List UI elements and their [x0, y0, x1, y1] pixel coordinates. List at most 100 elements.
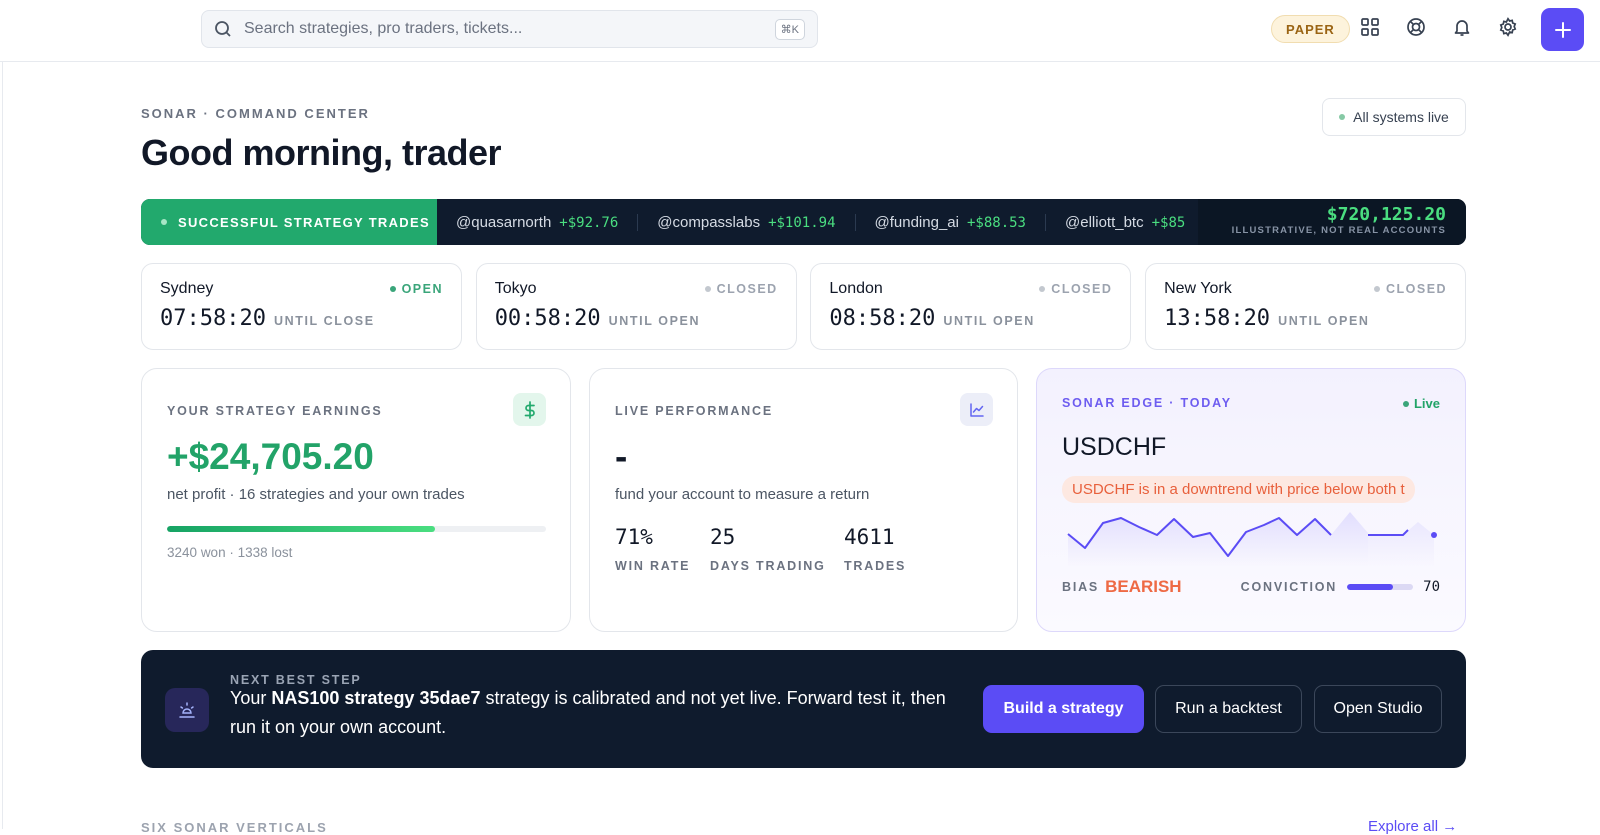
search-icon — [215, 21, 231, 37]
secondary-button[interactable]: Open Studio — [1314, 685, 1442, 733]
ticker: SUCCESSFUL STRATEGY TRADES @quasarnorth +… — [141, 199, 1466, 245]
message-strategy: NAS100 strategy 35dae7 — [271, 688, 481, 708]
earnings-subtitle: net profit · 16 strategies and your own … — [167, 486, 465, 503]
section-heading: SIX SONAR VERTICALS — [141, 820, 328, 835]
tip-glyph — [179, 702, 195, 718]
ticker-label-text: SUCCESSFUL STRATEGY TRADES — [178, 214, 430, 230]
top-bar — [0, 0, 1600, 62]
performance-subtitle: fund your account to measure a return — [615, 486, 870, 503]
session-card: Sydney OPEN 07:58:20 UNTIL CLOSE — [141, 263, 462, 350]
bias-label: BIAS — [1062, 580, 1100, 594]
notifications-icon[interactable] — [1452, 17, 1472, 37]
session-header: Tokyo CLOSED — [495, 280, 778, 298]
conviction-label: CONVICTION — [1240, 580, 1338, 594]
session-header: London CLOSED — [829, 280, 1112, 298]
ticker-items: @quasarnorth +$92.76 @compasslabs +$101.94… — [437, 199, 1198, 245]
chart-glyph — [969, 402, 984, 417]
edge-header: SONAR EDGE · TODAY Live — [1062, 396, 1440, 411]
total-value: $720,125.20 — [1326, 204, 1446, 225]
earnings-value: +$24,705.20 — [167, 436, 374, 477]
banner-message: Your NAS100 strategy 35dae7 strategy is … — [230, 684, 950, 742]
status-text: All systems live — [1353, 109, 1449, 125]
edge-live: Live — [1402, 396, 1440, 411]
stat-value: 71% — [615, 525, 653, 549]
session-card: Tokyo CLOSED 00:58:20 UNTIL OPEN — [475, 263, 797, 350]
handle: @elliott_btc — [1065, 213, 1144, 231]
won-text: won — [200, 545, 226, 560]
performance-card: LIVE PERFORMANCE - fund your account to … — [589, 368, 1018, 632]
eyebrow: SONAR · COMMAND CENTER — [141, 106, 370, 121]
countdown: 00:58:20 UNTIL OPEN — [495, 298, 778, 331]
status-text: OPEN — [401, 282, 443, 296]
search-placeholder: Search strategies, pro traders, tickets.… — [244, 20, 523, 37]
performance-value: - — [615, 436, 628, 477]
ticker-item[interactable]: @compasslabs +$101.94 — [638, 213, 856, 231]
search-box[interactable]: Search strategies, pro traders, tickets.… — [201, 10, 818, 48]
status-dot — [704, 286, 711, 292]
apps-icon[interactable] — [1360, 17, 1380, 37]
ticker-item[interactable]: @funding_ai +$88.53 — [856, 213, 1046, 231]
amount: +$85 — [1151, 214, 1186, 231]
ticker-item[interactable]: @quasarnorth +$92.76 — [437, 213, 639, 231]
time: 00:58:20 — [494, 306, 601, 331]
edge-symbol: USDCHF — [1062, 433, 1167, 461]
mode-badge[interactable]: PAPER — [1271, 15, 1350, 43]
time: 08:58:20 — [829, 306, 936, 331]
stat: 25 DAYS TRADING — [710, 525, 844, 573]
win-fill — [167, 526, 436, 532]
session-status: CLOSED — [1039, 282, 1112, 296]
dollar-glyph — [524, 400, 535, 419]
bias-value: BEARISH — [1105, 577, 1182, 596]
tip-icon — [165, 688, 209, 732]
session-card: London CLOSED 08:58:20 UNTIL OPEN — [810, 263, 1132, 350]
lost-count: 1338 — [237, 545, 268, 560]
message-text: strategy is calibrated and not yet live.… — [230, 688, 946, 737]
ticker-dot — [161, 219, 167, 225]
won-count: 3240 — [167, 545, 198, 560]
amount: +$92.76 — [559, 214, 619, 231]
status-dot — [1039, 286, 1046, 292]
countdown: 07:58:20 UNTIL CLOSE — [160, 298, 443, 331]
stat: 4611 TRADES — [844, 525, 906, 573]
handle: @compasslabs — [657, 213, 761, 231]
stat-label: WIN RATE — [615, 559, 691, 573]
stat-label: DAYS TRADING — [710, 559, 826, 573]
edge-summary: USDCHF is in a downtrend with price belo… — [1062, 476, 1415, 503]
time-caption: UNTIL OPEN — [1278, 314, 1370, 328]
help-icon[interactable] — [1406, 17, 1426, 37]
dollar-icon — [513, 393, 546, 426]
time: 13:58:20 — [1164, 306, 1271, 331]
session-header: New York CLOSED — [1164, 280, 1447, 298]
settings-icon[interactable] — [1498, 17, 1518, 37]
explore-link[interactable]: Explore all → — [1368, 818, 1458, 835]
card-label: YOUR STRATEGY EARNINGS — [167, 404, 383, 418]
conviction-fill — [1347, 584, 1394, 590]
secondary-button[interactable]: Run a backtest — [1155, 685, 1302, 733]
city: Sydney — [160, 280, 214, 297]
edge-card: SONAR EDGE · TODAY Live USDCHF USDCHF is… — [1036, 368, 1466, 632]
session-status: OPEN — [389, 282, 443, 296]
ticker-item[interactable]: @elliott_btc +$85 — [1046, 214, 1198, 231]
separator: · — [229, 545, 234, 560]
card-label: SONAR EDGE · TODAY — [1062, 396, 1232, 410]
status-text: CLOSED — [1051, 282, 1113, 296]
live-text: Live — [1413, 396, 1440, 411]
win-loss-record: 3240 won · 1338 lost — [167, 545, 545, 560]
status-dot — [1339, 114, 1346, 120]
status-dot — [389, 286, 396, 292]
stat: 71% WIN RATE — [615, 525, 710, 573]
win-loss-track — [167, 526, 546, 532]
stat-value: 25 — [710, 525, 736, 549]
city: London — [829, 280, 883, 297]
create-button[interactable] — [1541, 8, 1584, 51]
live-dot — [1402, 400, 1409, 407]
city: New York — [1164, 280, 1232, 297]
sidebar-edge — [2, 62, 3, 829]
ticker-label: SUCCESSFUL STRATEGY TRADES — [141, 199, 437, 245]
system-status: All systems live — [1322, 98, 1466, 136]
chart-icon — [960, 393, 993, 426]
time-caption: UNTIL OPEN — [608, 314, 701, 328]
countdown: 08:58:20 UNTIL OPEN — [829, 298, 1112, 331]
primary-button[interactable]: Build a strategy — [983, 685, 1144, 733]
